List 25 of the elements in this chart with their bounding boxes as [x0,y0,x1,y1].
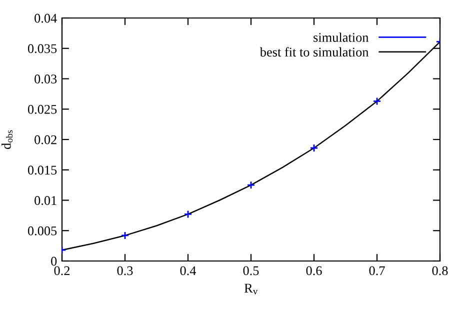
point [372,97,382,106]
legend-label: simulation [314,32,369,42]
y-tick-label: 0.025 [28,104,57,114]
point [310,144,318,152]
y-tick-label: 0.04 [34,14,57,23]
y-tick-label: 0 [51,256,57,266]
y-tick-label: 0.005 [28,226,57,236]
x-tick-label: 0.8 [432,266,448,276]
y-tick-label: 0.02 [34,135,56,144]
y-tick-label: 0.035 [28,44,57,54]
point [184,210,192,218]
y-axis-title: d$_{obs}$ [2,130,13,149]
x-axis-title: R$_{v}$ [244,284,258,294]
x-tick-label: 0.2 [54,266,70,276]
x-tick-label: 0.7 [369,266,385,276]
y-tick-label: 0.015 [28,166,57,175]
y-tick-label: 0.03 [34,74,57,84]
x-tick-label: 0.3 [117,266,133,276]
x-tick-label: 0.5 [243,266,259,276]
legend-label: best fit to simulation [260,47,369,57]
x-tick-label: 0.4 [180,266,196,276]
y-tick-label: 0.01 [34,196,56,206]
point [120,231,130,240]
point [246,180,256,190]
x-tick-label: 0.6 [306,266,322,276]
